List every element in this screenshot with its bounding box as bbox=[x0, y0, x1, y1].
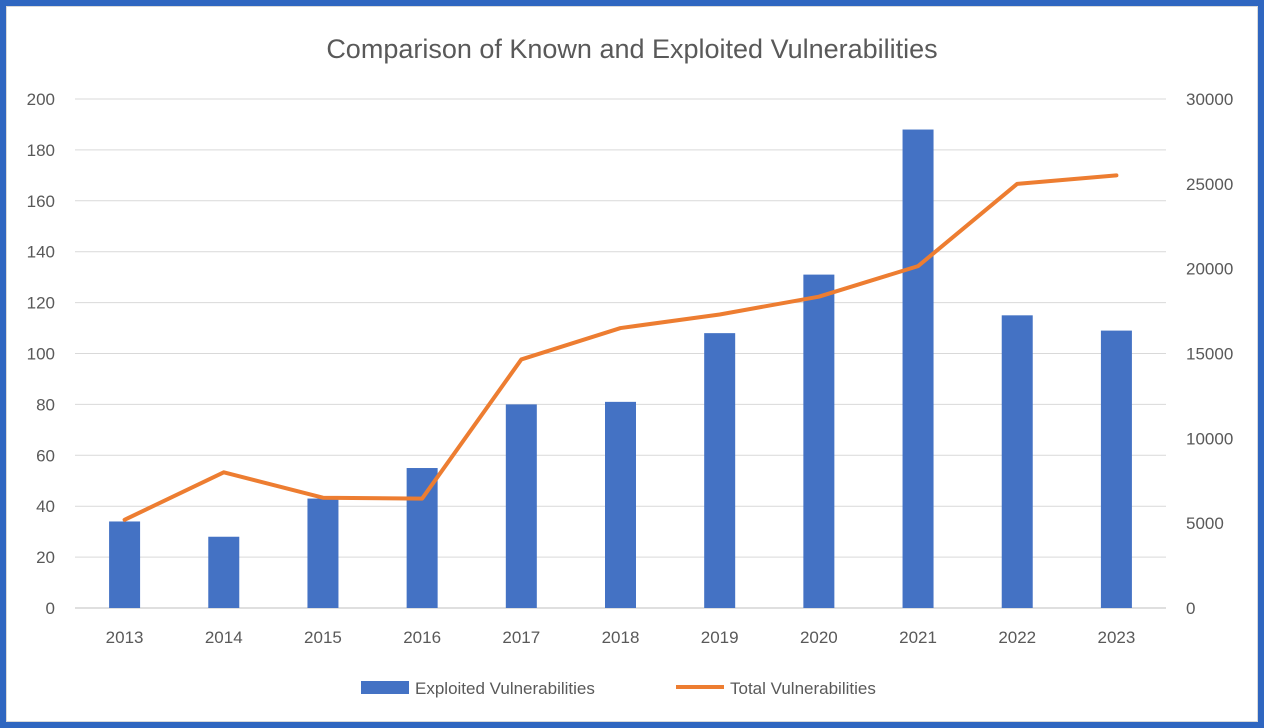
chart-area-border bbox=[6, 6, 1258, 722]
right-tick-label: 5000 bbox=[1186, 514, 1224, 533]
bar-2022 bbox=[1001, 315, 1033, 608]
legend-swatch-exploited bbox=[361, 681, 409, 694]
left-tick-label: 180 bbox=[27, 141, 55, 160]
bar-2019 bbox=[704, 333, 736, 608]
x-tick-label: 2014 bbox=[205, 628, 243, 647]
bar-2020 bbox=[803, 274, 835, 608]
right-axis-ticks: 0 5000 10000 15000 20000 25000 30000 bbox=[1186, 90, 1233, 618]
left-tick-label: 80 bbox=[36, 395, 55, 414]
x-tick-label: 2021 bbox=[899, 628, 937, 647]
x-tick-label: 2022 bbox=[998, 628, 1036, 647]
x-tick-label: 2015 bbox=[304, 628, 342, 647]
left-tick-label: 20 bbox=[36, 548, 55, 567]
x-axis-ticks: 2013 2014 2015 2016 2017 2018 2019 2020 2021 2022… bbox=[106, 628, 1136, 647]
legend-label-exploited: Exploited Vulnerabilities bbox=[415, 679, 595, 698]
right-tick-label: 20000 bbox=[1186, 260, 1233, 279]
bar-2018 bbox=[605, 401, 636, 608]
left-tick-label: 100 bbox=[27, 345, 55, 364]
bar-2023 bbox=[1100, 330, 1132, 608]
x-tick-label: 2013 bbox=[106, 628, 144, 647]
x-tick-label: 2020 bbox=[800, 628, 838, 647]
x-tick-label: 2019 bbox=[701, 628, 739, 647]
bar-2016 bbox=[406, 468, 438, 608]
left-tick-label: 140 bbox=[27, 243, 55, 262]
left-axis-ticks: 0 20 40 60 80 100 120 140 160 180 200 bbox=[27, 90, 55, 618]
right-tick-label: 25000 bbox=[1186, 175, 1233, 194]
x-tick-label: 2016 bbox=[403, 628, 441, 647]
left-tick-label: 40 bbox=[36, 497, 55, 516]
legend-label-total: Total Vulnerabilities bbox=[730, 679, 876, 698]
left-tick-label: 0 bbox=[46, 599, 55, 618]
bar-2014 bbox=[208, 536, 240, 608]
exploited-bars bbox=[109, 129, 1132, 609]
bar-2015 bbox=[307, 498, 339, 608]
chart-title: Comparison of Known and Exploited Vulner… bbox=[326, 34, 937, 64]
bar-2021 bbox=[902, 129, 934, 609]
left-tick-label: 60 bbox=[36, 446, 55, 465]
bar-2013 bbox=[109, 521, 141, 608]
x-tick-label: 2017 bbox=[502, 628, 540, 647]
bar-2017 bbox=[505, 404, 537, 608]
right-tick-label: 30000 bbox=[1186, 90, 1233, 109]
total-line bbox=[122, 173, 1119, 522]
right-tick-label: 10000 bbox=[1186, 429, 1233, 448]
left-tick-label: 120 bbox=[27, 294, 55, 313]
left-tick-label: 200 bbox=[27, 90, 55, 109]
x-tick-label: 2018 bbox=[602, 628, 640, 647]
right-tick-label: 15000 bbox=[1186, 345, 1233, 364]
right-tick-label: 0 bbox=[1186, 599, 1195, 618]
x-tick-label: 2023 bbox=[1097, 628, 1135, 647]
legend: Exploited Vulnerabilities Total Vulnerab… bbox=[361, 679, 876, 698]
left-tick-label: 160 bbox=[27, 192, 55, 211]
